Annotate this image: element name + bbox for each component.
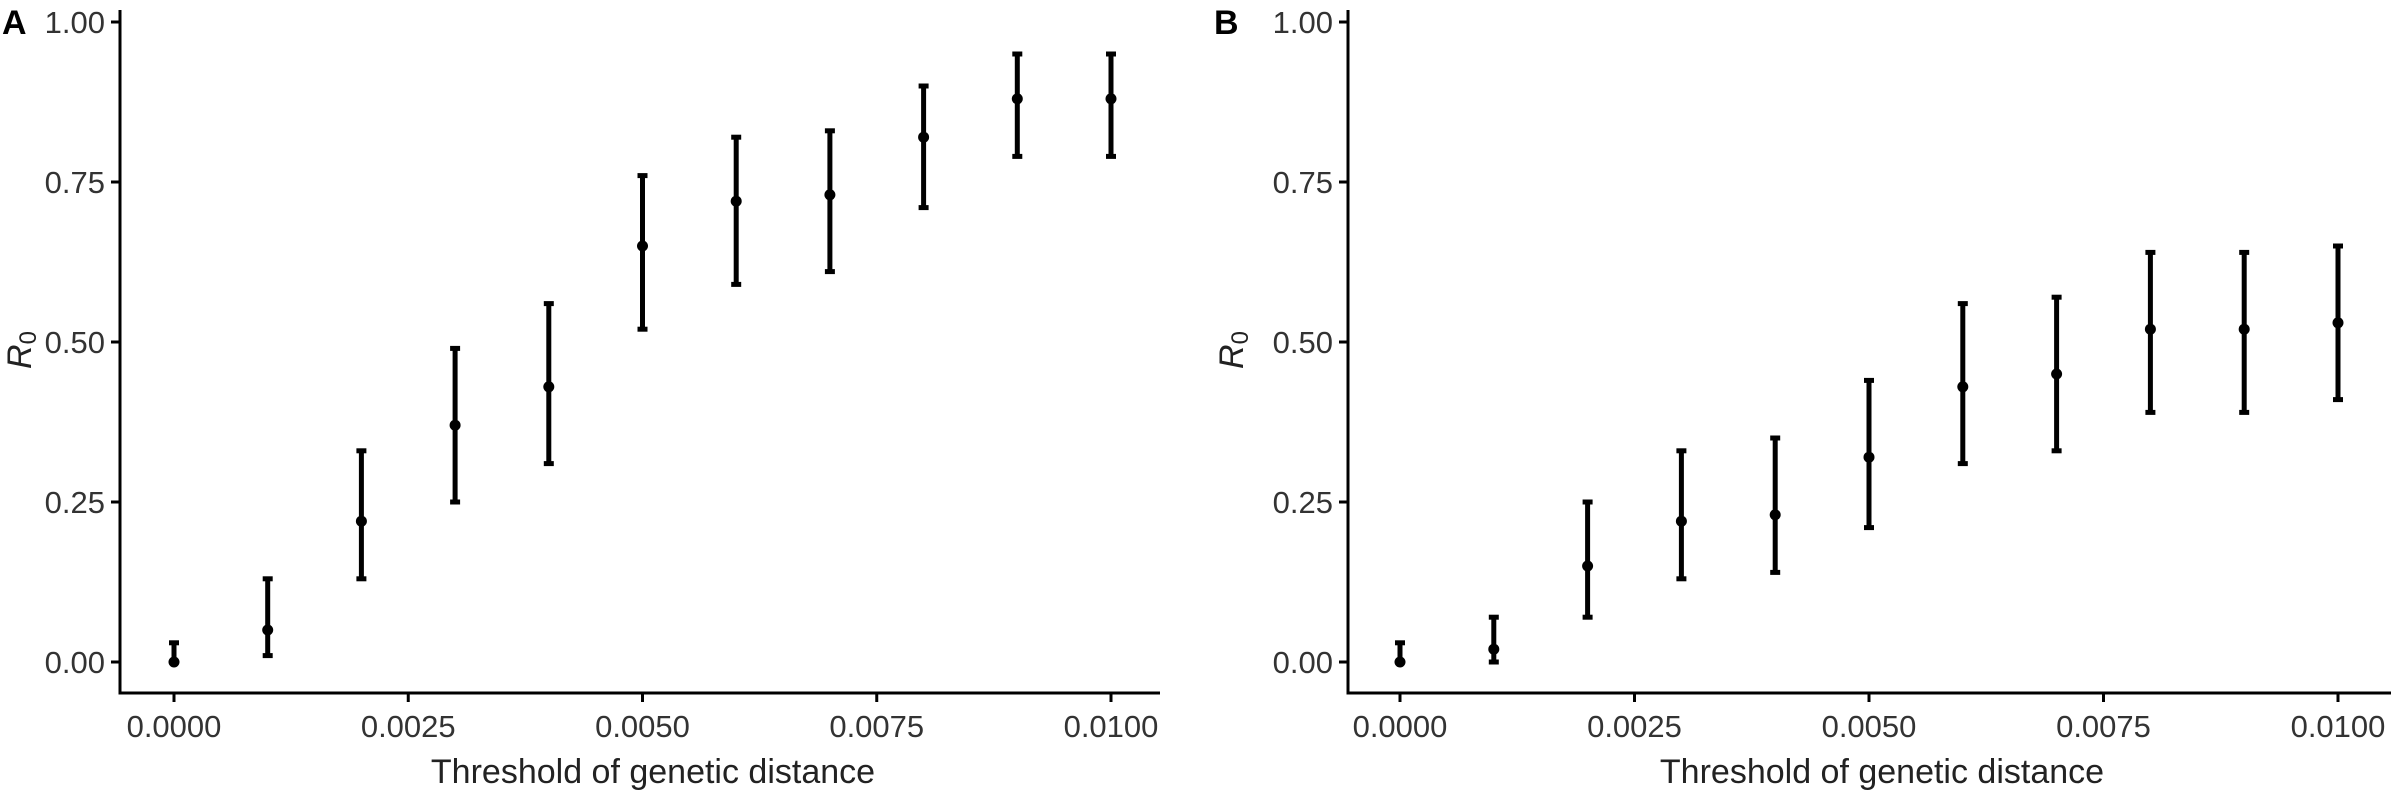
panel-b-data-point: [2332, 317, 2344, 329]
panel-a-y-tick-label: 0.50: [45, 325, 105, 360]
panel-a-marks: [168, 51, 1117, 668]
panel-a-y-axis-title-sub: 0: [15, 331, 42, 344]
panel-b-x-tick-label: 0.0025: [1587, 709, 1682, 744]
panel-a-y-tick-label: 1.00: [45, 5, 105, 40]
panel-a-data-point: [1105, 93, 1117, 105]
panel-b: B Threshold of genetic distance R0 0.000…: [1213, 4, 2391, 791]
panel-b-x-tick-label: 0.0075: [2056, 709, 2151, 744]
panel-b-data-point: [1394, 656, 1406, 668]
panel-a-y-tick-label: 0.25: [45, 485, 105, 520]
panel-a-data-point: [824, 189, 836, 201]
panel-b-ticks: 0.00 0.25 0.50 0.75 1.00 0.0000 0.0025 0.0050 0.…: [1273, 5, 2386, 744]
panel-a-data-point: [730, 195, 742, 207]
panel-b-data-point: [1488, 643, 1500, 655]
panel-b-data-point: [2051, 368, 2063, 380]
panel-a-x-axis-title: Threshold of genetic distance: [431, 753, 875, 791]
panel-a-x-tick-label: 0.0025: [361, 709, 456, 744]
panel-b-y-tick-label: 0.50: [1273, 325, 1333, 360]
panel-a-ticks: 0.00 0.25 0.50 0.75 1.00 0.0000 0.0025 0.0050 0.…: [45, 5, 1159, 744]
panel-b-y-tick-label: 1.00: [1273, 5, 1333, 40]
panel-a-y-tick-label: 0.75: [45, 165, 105, 200]
panel-b-data-point: [1957, 381, 1969, 393]
panel-a-data-point: [262, 624, 274, 636]
panel-a: A Threshold of genetic distance R0 0.000…: [1, 4, 1160, 791]
panel-a-data-point: [355, 515, 367, 527]
panel-a-x-tick-label: 0.0000: [127, 709, 222, 744]
panel-b-data-point: [1863, 451, 1875, 463]
panel-b-letter: B: [1214, 4, 1239, 42]
panel-b-y-axis-title: R0: [1213, 331, 1254, 369]
panel-b-data-point: [1675, 515, 1687, 527]
panel-b-y-axis-title-sub: 0: [1227, 331, 1254, 344]
panel-a-x-tick-label: 0.0050: [595, 709, 690, 744]
panel-a-y-axis-title: R0: [1, 331, 42, 369]
panel-b-x-axis-title: Threshold of genetic distance: [1660, 753, 2104, 791]
panel-b-x-tick-label: 0.0000: [1353, 709, 1448, 744]
panel-a-data-point: [543, 381, 555, 393]
panel-b-y-tick-label: 0.25: [1273, 485, 1333, 520]
panel-b-data-point: [2144, 323, 2156, 335]
panel-b-data-point: [1769, 509, 1781, 521]
panel-a-data-point: [168, 656, 180, 668]
panel-b-x-tick-label: 0.0100: [2291, 709, 2386, 744]
panel-a-data-point: [637, 240, 648, 252]
panel-a-letter: A: [2, 4, 27, 42]
panel-a-x-tick-label: 0.0075: [829, 709, 924, 744]
panel-b-x-tick-label: 0.0050: [1822, 709, 1917, 744]
panel-b-y-axis-title-main: R: [1213, 344, 1251, 369]
panel-a-x-tick-label: 0.0100: [1064, 709, 1159, 744]
panel-b-y-tick-label: 0.75: [1273, 165, 1333, 200]
panel-a-y-tick-label: 0.00: [45, 645, 105, 680]
panel-a-data-point: [449, 419, 461, 431]
panel-a-data-point: [1011, 93, 1023, 105]
panel-b-y-tick-label: 0.00: [1273, 645, 1333, 680]
panel-b-marks: [1394, 243, 2344, 668]
panel-b-data-point: [1582, 560, 1594, 572]
panel-a-y-axis-title-main: R: [1, 344, 39, 369]
panel-a-data-point: [918, 131, 930, 143]
panel-b-data-point: [2238, 323, 2250, 335]
